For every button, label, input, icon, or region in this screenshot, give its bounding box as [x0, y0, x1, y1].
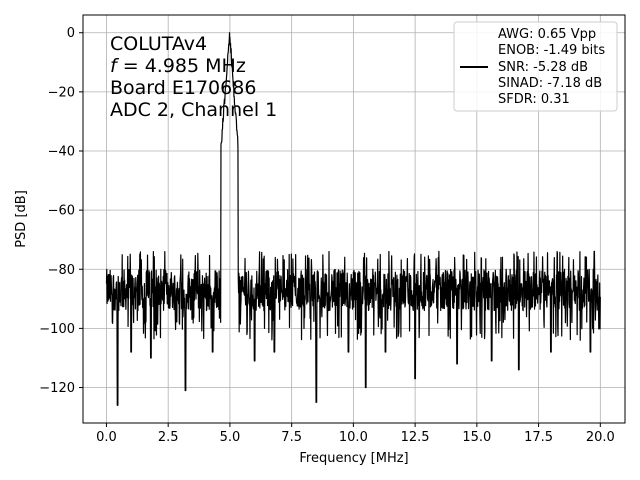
- legend-box: [453, 21, 618, 112]
- x-tick-label: 17.5: [524, 430, 553, 445]
- x-tick-label: 10.0: [339, 430, 368, 445]
- annotation-block: COLUTAv4 f = 4.985 MHz Board E170686 ADC…: [110, 33, 277, 121]
- x-axis-ticks: 0.0 2.5 5.0 7.5 10.0 12.5 15.0 17.5 20.0: [96, 423, 615, 445]
- x-tick-label: 7.5: [281, 430, 302, 445]
- y-tick-label: −60: [48, 204, 75, 219]
- legend-entry-awg: AWG: 0.65 Vpp: [498, 27, 596, 42]
- y-tick-label: −40: [48, 145, 75, 160]
- annotation-line-2: f = 4.985 MHz: [110, 55, 246, 77]
- frequency-value: = 4.985 MHz: [117, 55, 246, 77]
- x-tick-label: 5.0: [220, 430, 241, 445]
- y-tick-label: −80: [48, 263, 75, 278]
- annotation-line-1: COLUTAv4: [110, 33, 207, 55]
- legend-entry-snr: SNR: -5.28 dB: [498, 60, 588, 75]
- annotation-line-4: ADC 2, Channel 1: [110, 99, 277, 121]
- frequency-symbol: f: [110, 55, 120, 77]
- y-tick-label: −120: [39, 381, 75, 396]
- x-tick-label: 0.0: [96, 430, 117, 445]
- legend-entry-sfdr: SFDR: 0.31: [498, 92, 570, 107]
- y-tick-label: −100: [39, 322, 75, 337]
- y-tick-label: −20: [48, 85, 75, 100]
- x-tick-label: 15.0: [462, 430, 491, 445]
- x-tick-label: 12.5: [401, 430, 430, 445]
- x-axis-label: Frequency [MHz]: [299, 451, 408, 466]
- y-axis-label: PSD [dB]: [14, 190, 29, 248]
- legend-entry-enob: ENOB: -1.49 bits: [498, 43, 605, 58]
- x-tick-label: 20.0: [586, 430, 615, 445]
- y-axis-ticks: 0 −20 −40 −60 −80 −100 −120: [39, 26, 83, 396]
- annotation-line-3: Board E170686: [110, 77, 256, 99]
- legend: AWG: 0.65 Vpp ENOB: -1.49 bits SNR: -5.2…: [453, 21, 618, 112]
- legend-entry-sinad: SINAD: -7.18 dB: [498, 76, 602, 91]
- plot-frame: [82, 14, 626, 424]
- series-group: [105, 32, 601, 406]
- y-tick-label: 0: [67, 26, 75, 41]
- x-tick-label: 2.5: [158, 430, 179, 445]
- psd-series-line: [105, 32, 601, 406]
